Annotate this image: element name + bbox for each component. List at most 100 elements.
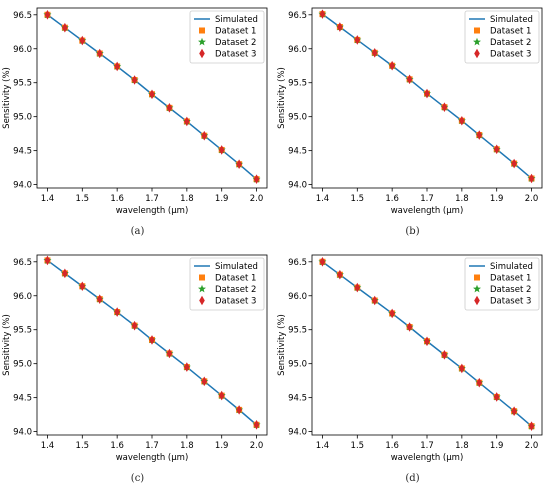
dataset-3-point [62, 268, 68, 279]
legend-label: Dataset 1 [490, 274, 531, 284]
y-tick-label: 96.5 [13, 258, 32, 268]
y-tick-label: 96.0 [13, 45, 32, 55]
legend-label: Dataset 2 [215, 285, 256, 295]
dataset-3-point [79, 35, 86, 46]
y-tick-label: 94.0 [288, 428, 307, 438]
legend-dataset-3-swatch [474, 48, 480, 59]
y-axis-label: Sensitivity (%) [2, 314, 12, 376]
y-tick-label: 94.5 [13, 394, 32, 404]
chart-caption-a: (a) [130, 226, 145, 237]
chart-caption-b: (b) [405, 226, 420, 237]
x-tick-label: 1.4 [41, 441, 55, 451]
dataset-3-point [371, 48, 378, 58]
chart-panel-b: 1.4 1.5 1.6 1.7 1.8 1.9 2.0 94.0 94.5 95.0 95.5 96.… [275, 0, 550, 247]
x-tick-label: 1.4 [316, 441, 330, 451]
y-tick-label: 94.5 [288, 147, 307, 157]
chart-d: 1.4 1.5 1.6 1.7 1.8 1.9 2.0 94.0 94.5 95.0 95.5 96.… [277, 254, 543, 463]
chart-panel-d: 1.4 1.5 1.6 1.7 1.8 1.9 2.0 94.0 94.5 95.0 95.5 96.… [275, 247, 550, 494]
y-tick-label: 94.5 [13, 147, 32, 157]
x-axis-label: wavelength (μm) [391, 206, 464, 216]
chart-b: 1.4 1.5 1.6 1.7 1.8 1.9 2.0 94.0 94.5 95.0 95.5 96.… [277, 7, 543, 216]
legend-box [464, 257, 540, 311]
dataset-3-point [149, 89, 155, 100]
y-tick-label: 95.0 [288, 360, 307, 370]
legend-box [464, 10, 540, 64]
dataset-3-point [511, 406, 517, 417]
legend-dataset-2-swatch [473, 284, 481, 293]
legend-label: Simulated [490, 15, 533, 25]
y-tick-label: 94.0 [288, 181, 307, 191]
dataset-3-point [354, 35, 361, 45]
legend-label: Simulated [490, 262, 533, 272]
dataset-3-point [354, 282, 361, 293]
dataset-3-point [253, 174, 260, 184]
y-tick-label: 94.0 [13, 428, 32, 438]
legend-box [189, 10, 265, 64]
legend-label: Dataset 3 [490, 50, 531, 60]
dataset-3-point [201, 376, 208, 387]
dataset-3-point [184, 116, 190, 127]
dataset-3-point [476, 130, 483, 140]
dataset-3-point [201, 130, 208, 141]
dataset-3-point [493, 392, 500, 402]
dataset-3-point [62, 22, 68, 33]
dataset-3-point [424, 88, 430, 99]
dataset-3-point [337, 22, 343, 32]
legend-dataset-1-swatch [199, 27, 205, 34]
x-tick-label: 1.7 [420, 441, 434, 451]
dataset-3-point [114, 61, 120, 72]
y-axis-label: Sensitivity (%) [2, 67, 12, 129]
y-tick-label: 95.5 [288, 326, 307, 336]
legend-label: Dataset 1 [490, 27, 531, 37]
dataset-3-point [406, 74, 413, 85]
y-tick-label: 95.0 [13, 360, 32, 370]
chart-caption-d: (d) [405, 473, 420, 484]
dataset-3-point [218, 390, 225, 401]
x-tick-label: 1.6 [385, 441, 399, 451]
chart-panel-c: 1.4 1.5 1.6 1.7 1.8 1.9 2.0 94.0 94.5 95.0 95.5 96.… [0, 247, 275, 494]
dataset-3-point [389, 308, 395, 319]
y-tick-label: 95.5 [13, 326, 32, 336]
dataset-3-point [236, 159, 242, 170]
y-tick-label: 96.5 [13, 11, 32, 21]
dataset-3-point [319, 9, 326, 19]
legend-label: Dataset 1 [215, 27, 256, 37]
dataset-3-point [528, 173, 535, 184]
y-axis-label: Sensitivity (%) [277, 67, 287, 129]
legend-dataset-2-swatch [473, 37, 481, 46]
x-tick-label: 1.5 [351, 441, 365, 451]
dataset-3-point [44, 9, 51, 20]
x-tick-label: 1.8 [180, 194, 194, 204]
x-tick-label: 1.9 [490, 441, 504, 451]
legend-dataset-3-swatch [474, 295, 480, 306]
x-tick-label: 1.8 [455, 194, 469, 204]
dataset-3-point [424, 336, 430, 347]
x-axis-label: wavelength (μm) [116, 206, 189, 216]
x-tick-label: 1.4 [316, 194, 330, 204]
dataset-3-point [114, 307, 120, 317]
x-tick-label: 2.0 [250, 441, 264, 451]
dataset-3-point [184, 362, 190, 372]
y-tick-label: 96.5 [288, 11, 307, 21]
x-tick-label: 1.5 [76, 194, 90, 204]
legend-dataset-3-swatch [199, 295, 205, 306]
dataset-3-point [253, 420, 260, 430]
y-tick-label: 95.0 [13, 113, 32, 123]
dataset-3-point [441, 350, 448, 360]
y-tick-label: 96.0 [13, 292, 32, 302]
legend-label: Simulated [215, 262, 258, 272]
x-tick-label: 2.0 [525, 194, 539, 204]
legend-label: Dataset 3 [215, 297, 256, 307]
y-tick-label: 95.5 [288, 79, 307, 89]
x-tick-label: 2.0 [250, 194, 264, 204]
chart-caption-c: (c) [130, 473, 145, 484]
x-tick-label: 1.8 [180, 441, 194, 451]
dataset-3-point [459, 115, 465, 126]
series-dataset-3-points [44, 9, 260, 184]
x-tick-label: 1.7 [145, 441, 159, 451]
dataset-3-point [371, 295, 378, 306]
x-tick-label: 1.7 [420, 194, 434, 204]
